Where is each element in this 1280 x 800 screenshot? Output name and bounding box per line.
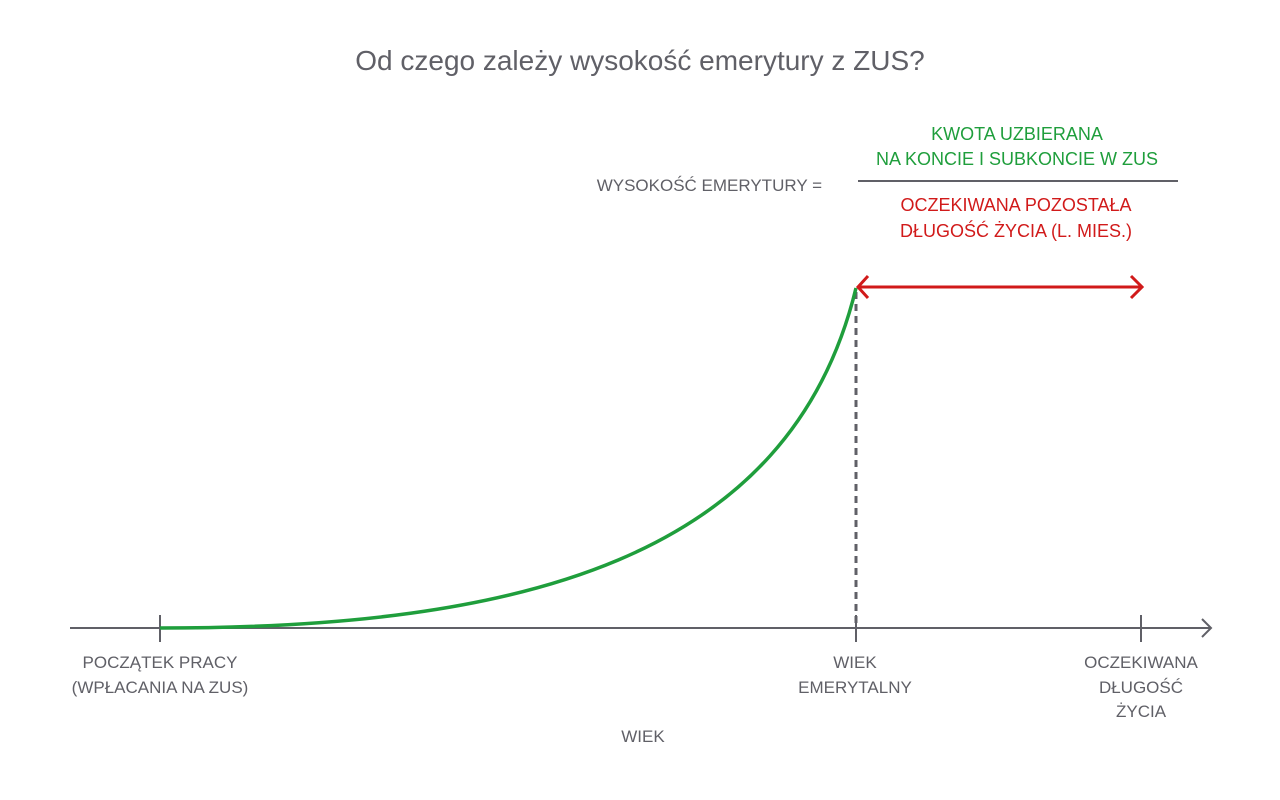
arrow-left-icon (855, 274, 870, 300)
tick-label-work-start-1: POCZĄTEK PRACY (83, 653, 238, 672)
axis-label: WIEK (621, 727, 665, 746)
formula-numerator-line-2: NA KONCIE I SUBKONCIE W ZUS (876, 149, 1158, 169)
tick-label-retirement-1: WIEK (833, 653, 877, 672)
tick-label-life-expectancy-3: ŻYCIA (1116, 702, 1167, 721)
page-title: Od czego zależy wysokość emerytury z ZUS… (355, 45, 925, 76)
tick-label-work-start-2: (WPŁACANIA NA ZUS) (72, 678, 249, 697)
accumulation-curve (159, 287, 858, 630)
tick-label-retirement-2: EMERYTALNY (798, 678, 912, 697)
formula-denominator-line-1: OCZEKIWANA POZOSTAŁA (900, 195, 1131, 215)
tick-label-life-expectancy-1: OCZEKIWANA (1084, 653, 1198, 672)
formula-lhs: WYSOKOŚĆ EMERYTURY = (597, 176, 822, 195)
formula-denominator-line-2: DŁUGOŚĆ ŻYCIA (L. MIES.) (900, 220, 1132, 241)
formula-numerator-line-1: KWOTA UZBIERANA (931, 124, 1103, 144)
arrow-right-icon (1129, 274, 1145, 300)
tick-label-life-expectancy-2: DŁUGOŚĆ (1099, 678, 1183, 697)
axis-arrow-icon (1201, 618, 1213, 638)
